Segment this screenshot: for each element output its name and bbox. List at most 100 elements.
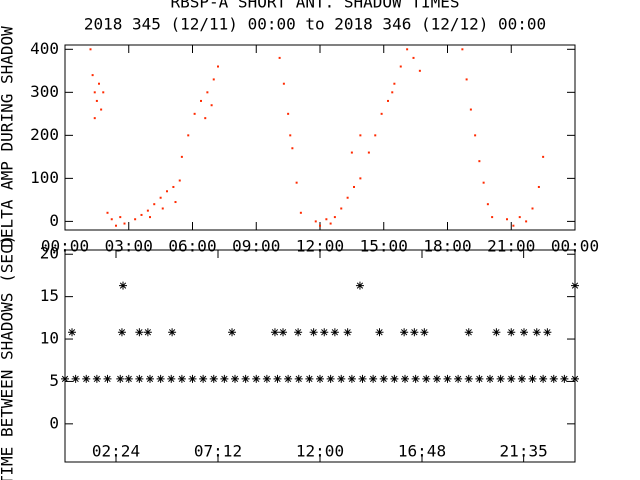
point [443, 374, 452, 383]
point [294, 328, 303, 337]
point [156, 374, 165, 383]
point [187, 134, 190, 137]
point [287, 112, 290, 115]
point [393, 82, 396, 85]
point [367, 151, 370, 154]
point [98, 82, 100, 85]
point [320, 328, 329, 337]
point [539, 374, 548, 383]
point [326, 374, 335, 383]
point [469, 108, 472, 111]
point [347, 374, 356, 383]
point [115, 224, 117, 227]
point [168, 328, 177, 337]
point [387, 99, 389, 102]
point [542, 155, 545, 158]
point [571, 374, 579, 383]
point [103, 374, 112, 383]
point [418, 69, 421, 72]
point [314, 220, 317, 223]
point [359, 177, 362, 180]
point [330, 328, 339, 337]
point [325, 218, 328, 221]
x-tick-label: 12:00 [296, 237, 344, 256]
point [343, 328, 352, 337]
point [143, 328, 152, 337]
point [123, 222, 126, 225]
point [340, 207, 343, 210]
point [206, 91, 209, 94]
point [135, 328, 144, 337]
point [432, 374, 441, 383]
point [100, 108, 103, 111]
x-tick-label: 12:00 [296, 442, 344, 461]
point [316, 374, 324, 383]
point [146, 374, 154, 383]
point [172, 185, 175, 188]
point [209, 374, 218, 383]
point [319, 224, 321, 227]
point [178, 179, 181, 182]
point [478, 160, 481, 163]
point [278, 56, 281, 59]
point [337, 374, 346, 383]
point [200, 99, 202, 102]
point [71, 374, 80, 383]
point [93, 91, 96, 94]
point [220, 374, 229, 383]
x-tick-label: 07:12 [194, 442, 242, 461]
point [119, 216, 122, 219]
point [492, 328, 501, 337]
point [390, 374, 399, 383]
point [333, 216, 336, 219]
point [124, 374, 133, 383]
point [369, 374, 378, 383]
point [210, 104, 213, 107]
point [252, 374, 261, 383]
point [401, 374, 409, 383]
point [199, 374, 208, 383]
point [262, 374, 271, 383]
point [149, 216, 151, 219]
point [106, 211, 109, 214]
point [496, 374, 505, 383]
y-tick-label: 15 [40, 286, 59, 305]
point [102, 91, 105, 94]
x-tick-label: 06:00 [168, 237, 216, 256]
point [358, 374, 367, 383]
point [204, 117, 207, 120]
x-tick-label: 03:00 [105, 237, 153, 256]
point [273, 374, 282, 383]
point [391, 91, 394, 94]
point [571, 281, 579, 290]
point [412, 56, 415, 59]
point [380, 112, 383, 115]
point [309, 328, 318, 337]
point [329, 222, 332, 225]
point [295, 181, 298, 184]
point [217, 65, 219, 68]
point [305, 374, 314, 383]
point [379, 374, 388, 383]
point [461, 48, 464, 51]
point [193, 112, 196, 115]
y-tick-label: 300 [30, 82, 59, 101]
point [166, 190, 168, 193]
point [422, 374, 431, 383]
y-axis-label: TIME BETWEEN SHADOWS (SEC) [0, 235, 17, 480]
point [228, 328, 237, 337]
point [279, 328, 288, 337]
point [95, 99, 98, 102]
point [291, 147, 294, 150]
point [93, 117, 96, 120]
point [517, 374, 526, 383]
y-tick-label: 100 [30, 168, 59, 187]
point [375, 328, 384, 337]
point [61, 374, 69, 383]
point [475, 374, 484, 383]
point [464, 374, 473, 383]
x-tick-label: 16:48 [398, 442, 446, 461]
y-tick-label: 20 [40, 244, 59, 263]
point [520, 328, 528, 337]
point [454, 374, 463, 383]
